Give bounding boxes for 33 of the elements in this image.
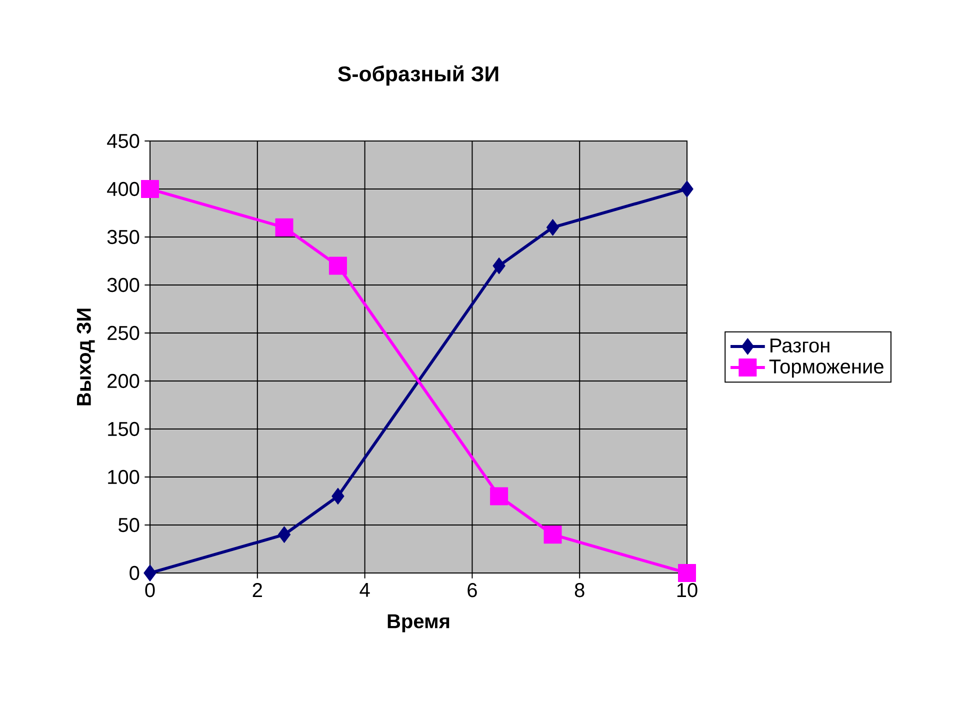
y-tick-label: 250 (108, 326, 140, 340)
point (544, 526, 562, 544)
y-tick-label: 100 (108, 470, 140, 484)
x-tick-label: 4 (360, 583, 370, 597)
y-tick-label: 400 (107, 182, 140, 196)
y-tick-label: 350 (107, 230, 140, 244)
x-tick-label: 8 (574, 583, 584, 598)
point (275, 218, 294, 236)
point (546, 219, 560, 236)
legend-label: Торможение (769, 360, 884, 378)
y-tick-label: 450 (107, 134, 140, 148)
point (492, 257, 506, 274)
point (141, 180, 160, 198)
chart-title: S-образный ЗИ (338, 65, 498, 86)
x-tick-label: 0 (145, 583, 155, 598)
y-tick-label: 150 (108, 422, 140, 436)
y-axis-title: Выход ЗИ (76, 308, 95, 406)
legend-label: Разгон (770, 338, 830, 353)
point (678, 564, 696, 582)
x-tick-label: 6 (468, 583, 477, 598)
y-tick-label: 300 (107, 278, 140, 292)
point (144, 564, 156, 582)
point (278, 526, 291, 543)
x-tick-label: 2 (252, 583, 262, 598)
y-tick-label: 200 (108, 374, 140, 388)
y-tick-label: 50 (118, 518, 140, 532)
point (328, 256, 347, 275)
point (332, 488, 344, 505)
point (490, 487, 508, 506)
x-tick-label: 10 (677, 583, 698, 598)
point (680, 180, 694, 198)
y-tick-label: 0 (130, 566, 140, 580)
x-axis-title: Время (388, 614, 450, 632)
